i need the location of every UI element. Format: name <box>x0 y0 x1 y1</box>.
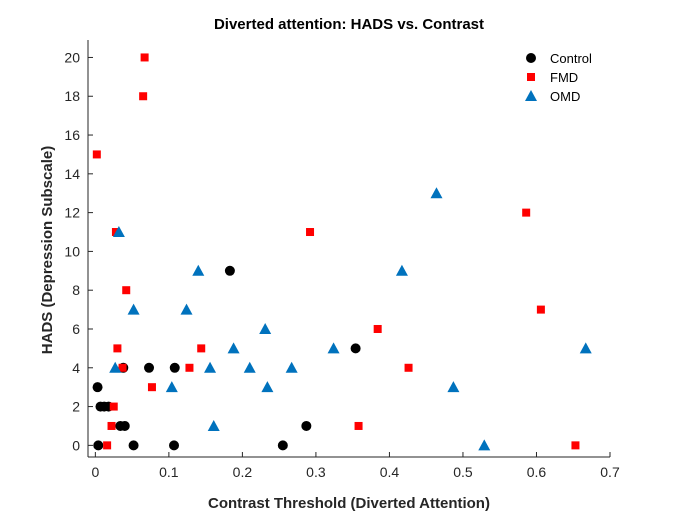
x-ticks: 0 0.1 0.2 0.3 0.4 0.5 0.6 0.7 <box>91 452 620 480</box>
axes <box>87 40 610 458</box>
control-point <box>144 362 155 373</box>
legend-fmd-marker <box>527 73 535 81</box>
control-point <box>169 440 180 451</box>
y-tick-label: 14 <box>64 166 80 182</box>
omd-point <box>227 342 240 354</box>
y-tick-label: 16 <box>64 127 80 143</box>
control-point <box>93 440 104 451</box>
fmd-point <box>197 344 206 353</box>
control-point <box>128 440 139 451</box>
control-point <box>301 420 312 431</box>
fmd-point <box>571 441 580 450</box>
control-point <box>224 265 235 276</box>
fmd-point <box>306 228 315 237</box>
legend-control-label: Control <box>550 51 592 66</box>
omd-point <box>180 303 193 315</box>
omd-point <box>327 342 340 354</box>
omd-point <box>579 342 592 354</box>
x-tick-label: 0.2 <box>233 464 253 480</box>
y-axis-label: HADS (Depression Subscale) <box>39 146 56 354</box>
omd-point <box>204 361 217 373</box>
fmd-point <box>113 344 122 353</box>
fmd-point <box>354 421 363 430</box>
fmd-point <box>139 92 148 101</box>
x-tick-label: 0.5 <box>453 464 473 480</box>
legend-omd-label: OMD <box>550 89 580 104</box>
omd-point <box>243 361 256 373</box>
x-tick-label: 0 <box>91 464 99 480</box>
omd-point <box>109 361 122 373</box>
fmd-point <box>107 421 116 430</box>
fmd-point <box>140 53 149 62</box>
omd-point <box>207 419 220 431</box>
legend-control-marker <box>526 53 536 63</box>
fmd-point <box>373 324 382 333</box>
control-point <box>92 382 103 393</box>
omd-point <box>165 381 178 393</box>
control-point <box>119 420 130 431</box>
omd-point <box>192 264 205 276</box>
x-tick-label: 0.4 <box>380 464 400 480</box>
chart-title: Diverted attention: HADS vs. Contrast <box>214 16 484 33</box>
omd-point <box>478 439 491 451</box>
omd-point <box>112 226 125 238</box>
y-tick-label: 6 <box>72 321 80 337</box>
fmd-point <box>103 441 112 450</box>
fmd-point <box>122 286 131 295</box>
y-tick-label: 20 <box>64 49 80 65</box>
x-tick-label: 0.7 <box>600 464 620 480</box>
x-tick-label: 0.1 <box>159 464 179 480</box>
fmd-point <box>147 383 156 392</box>
control-point <box>277 440 288 451</box>
control-point <box>169 362 180 373</box>
omd-point <box>259 322 272 334</box>
fmd-point <box>522 208 531 217</box>
omd-point <box>430 187 443 199</box>
omd-point <box>285 361 298 373</box>
x-tick-label: 0.3 <box>306 464 326 480</box>
omd-point <box>127 303 140 315</box>
x-axis-label: Contrast Threshold (Diverted Attention) <box>208 495 490 512</box>
control-point <box>350 343 361 354</box>
fmd-point <box>404 363 413 372</box>
y-tick-label: 18 <box>64 88 80 104</box>
data-points <box>92 53 592 451</box>
legend-omd-marker <box>525 90 537 101</box>
y-tick-label: 12 <box>64 205 80 221</box>
omd-point <box>261 381 274 393</box>
x-tick-label: 0.6 <box>527 464 547 480</box>
y-tick-label: 10 <box>64 243 80 259</box>
legend-fmd-label: FMD <box>550 70 578 85</box>
fmd-point <box>185 363 194 372</box>
fmd-point <box>536 305 545 314</box>
y-ticks: 0 2 4 6 8 10 12 14 16 18 20 <box>64 49 93 453</box>
y-tick-label: 4 <box>72 360 80 376</box>
fmd-point <box>109 402 118 411</box>
fmd-point <box>92 150 101 159</box>
y-tick-label: 2 <box>72 399 80 415</box>
omd-point <box>395 264 408 276</box>
y-tick-label: 0 <box>72 437 80 453</box>
legend: Control FMD OMD <box>525 51 592 104</box>
y-tick-label: 8 <box>72 282 80 298</box>
omd-point <box>447 381 460 393</box>
fmd-point <box>118 363 127 372</box>
